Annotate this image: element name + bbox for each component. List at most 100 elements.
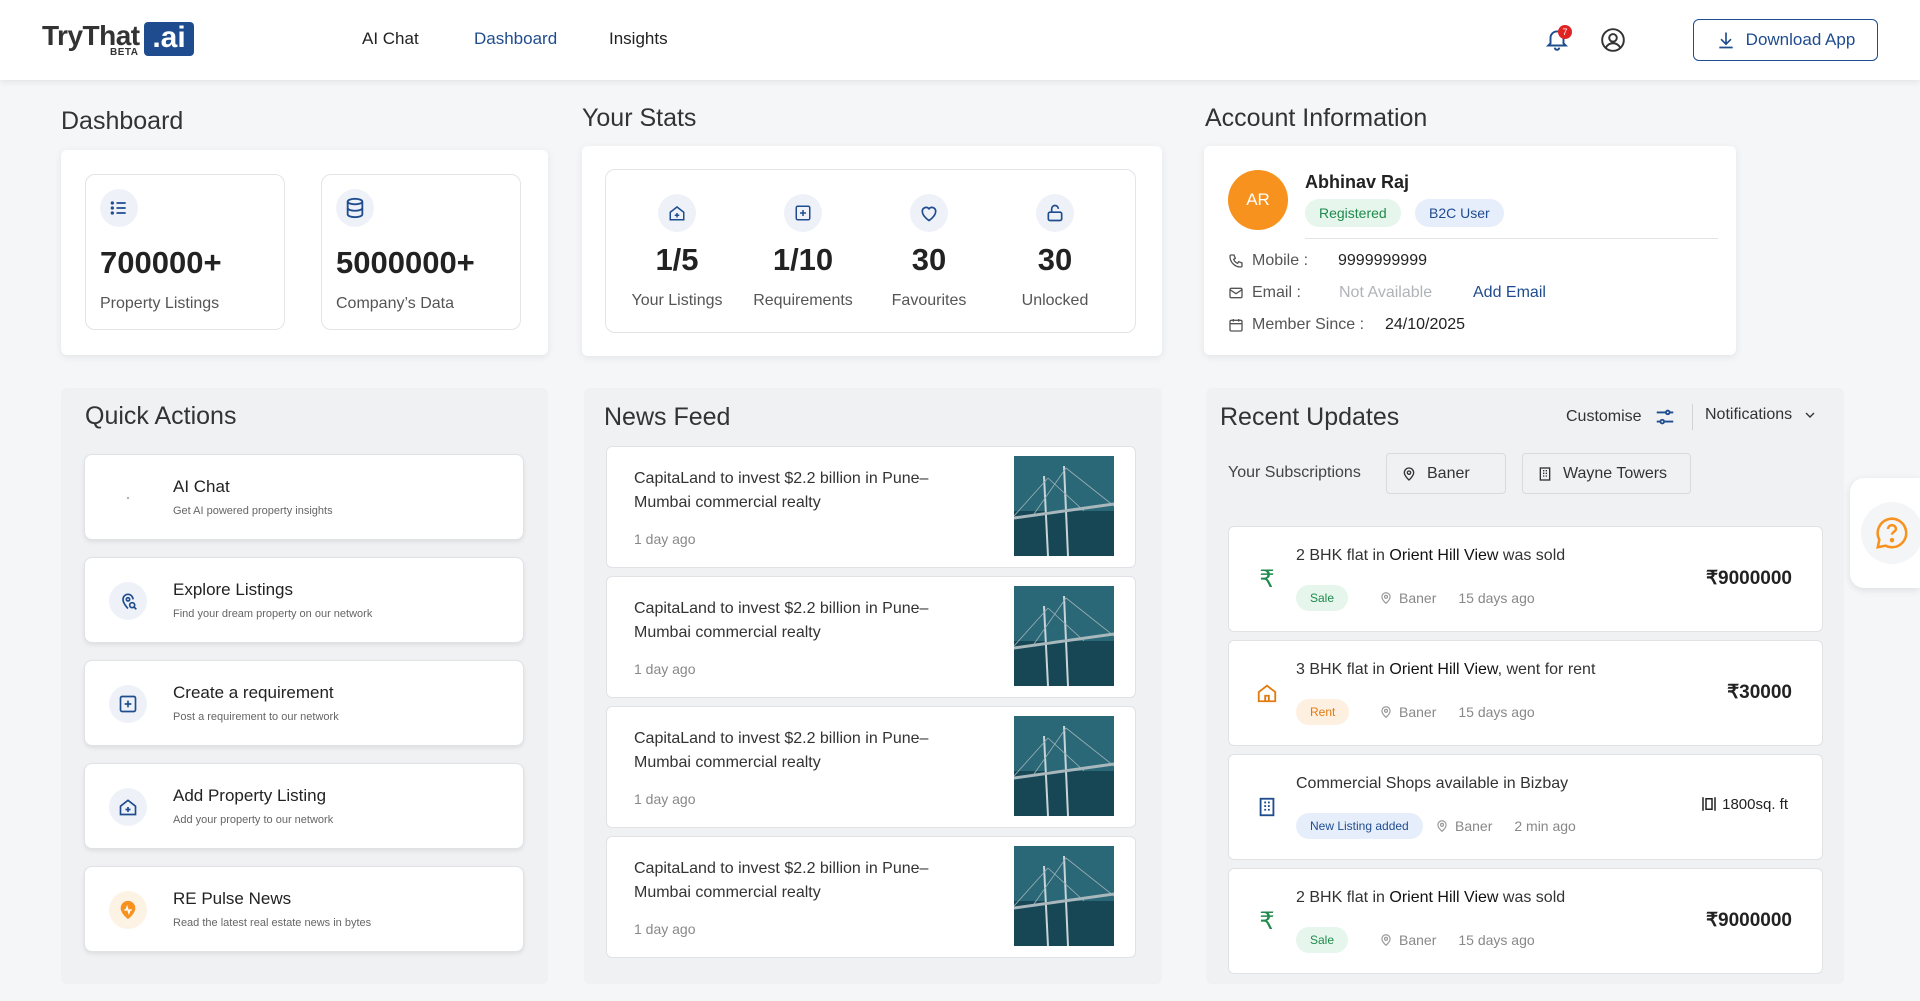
news-time: 1 day ago: [634, 791, 696, 807]
news-time: 1 day ago: [634, 921, 696, 937]
qa-desc: Get AI powered property insights: [173, 505, 333, 517]
heart-icon: [910, 194, 948, 232]
company-data-box[interactable]: 5000000+ Company’s Data: [321, 174, 521, 330]
update-area: 1800sq. ft: [1700, 795, 1788, 813]
news-title: CapitaLand to invest $2.2 billion in Pun…: [634, 600, 929, 641]
news-thumbnail: [1014, 586, 1114, 686]
help-tab[interactable]: [1850, 478, 1920, 588]
news-time: 1 day ago: [634, 661, 696, 677]
news-item[interactable]: CapitaLand to invest $2.2 billion in Pun…: [606, 576, 1136, 698]
calendar-icon: [1229, 319, 1243, 332]
dashboard-title: Dashboard: [61, 107, 184, 135]
news-title: CapitaLand to invest $2.2 billion in Pun…: [634, 730, 929, 771]
subscription-chip-baner[interactable]: Baner: [1386, 453, 1506, 494]
logo-ai-badge: .ai: [144, 22, 194, 56]
badge-b2c-user: B2C User: [1415, 199, 1504, 227]
pulse-news-icon: [109, 891, 147, 929]
account-card: AR Abhinav Raj Registered B2C User Mobil…: [1204, 146, 1736, 355]
mobile-row: Mobile :: [1228, 252, 1308, 270]
email-value: Not Available: [1339, 284, 1433, 301]
stat-label: Requirements: [753, 292, 853, 309]
plus-square-icon: [784, 194, 822, 232]
qa-desc: Find your dream property on our network: [173, 608, 373, 620]
update-tag: Sale: [1296, 927, 1349, 953]
notifications-dropdown[interactable]: Notifications: [1705, 406, 1818, 424]
company-data-count: 5000000+: [336, 245, 475, 280]
list-icon: [100, 189, 138, 227]
qa-re-pulse-news[interactable]: RE Pulse News Read the latest real estat…: [84, 866, 524, 952]
update-item[interactable]: ₹ 2 BHK flat in Orient Hill View was sol…: [1228, 868, 1823, 974]
update-title: Commercial Shops available in Bizbay: [1296, 775, 1569, 792]
qa-title: Explore Listings: [173, 580, 294, 599]
nav-ai-chat[interactable]: AI Chat: [362, 29, 419, 48]
news-item[interactable]: CapitaLand to invest $2.2 billion in Pun…: [606, 706, 1136, 828]
stat-label: Unlocked: [1021, 292, 1089, 309]
notification-badge: 7: [1558, 25, 1572, 39]
download-app-label: Download App: [1745, 30, 1856, 49]
news-title: CapitaLand to invest $2.2 billion in Pun…: [634, 470, 929, 511]
update-title: 3 BHK flat in Orient Hill View, went for…: [1296, 661, 1596, 678]
sliders-icon: [1656, 409, 1673, 425]
update-price: ₹9000000: [1705, 568, 1792, 589]
location-pin-icon: [1381, 706, 1391, 719]
news-thumbnail: [1014, 456, 1114, 556]
account-name: Abhinav Raj: [1305, 172, 1410, 192]
qa-title: AI Chat: [173, 477, 230, 496]
home-plus-icon: [109, 788, 147, 826]
subscription-label: Wayne Towers: [1563, 464, 1668, 482]
news-thumbnail: [1014, 846, 1114, 946]
qa-add-property-listing[interactable]: Add Property Listing Add your property t…: [84, 763, 524, 849]
property-listings-count: 700000+: [100, 245, 222, 280]
plus-square-icon: [109, 685, 147, 723]
chevron-down-icon: [1805, 412, 1815, 418]
news-item[interactable]: CapitaLand to invest $2.2 billion in Pun…: [606, 836, 1136, 958]
subscription-chip-wayne-towers[interactable]: Wayne Towers: [1522, 453, 1691, 494]
update-item[interactable]: Commercial Shops available in Bizbay New…: [1228, 754, 1823, 860]
update-item[interactable]: 3 BHK flat in Orient Hill View, went for…: [1228, 640, 1823, 746]
news-time: 1 day ago: [634, 531, 696, 547]
help-button[interactable]: [1861, 502, 1920, 564]
add-email-link[interactable]: Add Email: [1473, 284, 1546, 301]
news-item[interactable]: CapitaLand to invest $2.2 billion in Pun…: [606, 446, 1136, 568]
qa-desc: Read the latest real estate news in byte…: [173, 917, 372, 929]
location-pin-icon: [1403, 466, 1415, 481]
property-listings-box[interactable]: 700000+ Property Listings: [85, 174, 285, 330]
news-title: CapitaLand to invest $2.2 billion in Pun…: [634, 860, 929, 901]
mobile-value: 9999999999: [1338, 252, 1427, 269]
qa-ai-chat[interactable]: AI Chat Get AI powered property insights: [84, 454, 524, 540]
stats-title: Your Stats: [582, 104, 697, 132]
member-row: Member Since :: [1228, 316, 1364, 334]
recent-updates-title: Recent Updates: [1220, 403, 1400, 431]
email-label: Email :: [1252, 284, 1301, 301]
update-price: ₹30000: [1727, 682, 1792, 703]
qa-explore-listings[interactable]: Explore Listings Find your dream propert…: [84, 557, 524, 643]
account-title: Account Information: [1205, 104, 1428, 132]
stat-value: 1/10: [772, 242, 834, 277]
nav-dashboard[interactable]: Dashboard: [474, 29, 558, 48]
notifications-label: Notifications: [1705, 406, 1793, 423]
update-title: 2 BHK flat in Orient Hill View was sold: [1296, 547, 1566, 564]
qa-create-requirement[interactable]: Create a requirement Post a requirement …: [84, 660, 524, 746]
help-question-icon: [1876, 517, 1908, 549]
qa-title: RE Pulse News: [173, 889, 292, 908]
nav-insights[interactable]: Insights: [609, 29, 668, 48]
download-app-button[interactable]: Download App: [1693, 19, 1878, 61]
property-listings-label: Property Listings: [100, 295, 220, 312]
update-tag: Sale: [1296, 585, 1349, 611]
customise-button[interactable]: Customise: [1566, 406, 1676, 428]
qa-title: Add Property Listing: [173, 786, 327, 805]
update-item[interactable]: ₹ 2 BHK flat in Orient Hill View was sol…: [1228, 526, 1823, 632]
avatar[interactable]: AR: [1228, 170, 1288, 230]
rupee-icon: ₹: [1259, 565, 1275, 593]
stats-card: 1/5 Your Listings 1/10 Requirements 30 F…: [582, 146, 1162, 356]
subscription-label: Baner: [1427, 464, 1470, 482]
stat-label: Your Listings: [631, 292, 723, 309]
qa-desc: Add your property to our network: [173, 814, 334, 826]
update-meta: Baner 15 days ago: [1379, 932, 1535, 948]
stat-value: 30: [911, 242, 947, 277]
divider: [1692, 404, 1693, 430]
company-data-label: Company’s Data: [336, 295, 454, 312]
mail-icon: [1229, 287, 1243, 299]
phone-icon: [1229, 254, 1243, 268]
user-circle-icon[interactable]: [1600, 27, 1626, 53]
